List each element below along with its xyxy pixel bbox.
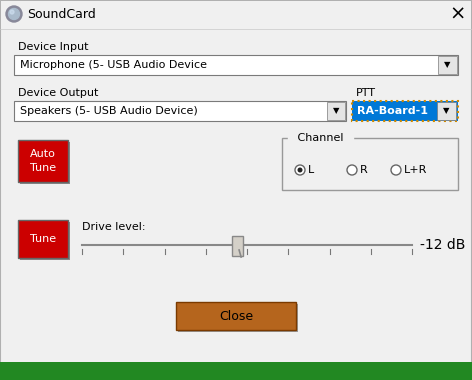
Text: R: R: [360, 165, 368, 175]
Bar: [20, 222, 70, 260]
Circle shape: [10, 10, 14, 14]
Bar: [178, 304, 298, 332]
Bar: [438, 56, 457, 74]
Text: Microphone (5- USB Audio Device: Microphone (5- USB Audio Device: [20, 60, 207, 70]
Text: ▼: ▼: [443, 106, 450, 116]
Text: SoundCard: SoundCard: [27, 8, 96, 21]
Circle shape: [347, 165, 357, 175]
Bar: [292, 137, 350, 147]
Text: L: L: [308, 165, 314, 175]
Circle shape: [295, 165, 305, 175]
Text: Close: Close: [219, 309, 253, 323]
Bar: [282, 138, 458, 190]
Text: ▼: ▼: [333, 106, 339, 116]
Text: ×: ×: [450, 5, 466, 24]
Text: -12 dB: -12 dB: [420, 238, 465, 252]
Circle shape: [297, 168, 303, 173]
Text: RA-Board-1: RA-Board-1: [357, 106, 428, 116]
Text: Auto
Tune: Auto Tune: [30, 149, 56, 173]
Bar: [352, 101, 458, 121]
Circle shape: [8, 8, 19, 19]
Text: Speakers (5- USB Audio Device): Speakers (5- USB Audio Device): [20, 106, 198, 116]
Bar: [1, 1, 471, 29]
Bar: [20, 142, 70, 184]
Bar: [437, 102, 456, 120]
Bar: [18, 220, 68, 258]
Bar: [176, 302, 296, 330]
Text: PTT: PTT: [356, 88, 376, 98]
Bar: [18, 140, 68, 182]
Text: Device Output: Device Output: [18, 88, 98, 98]
Bar: [232, 236, 243, 256]
Text: L+R: L+R: [404, 165, 427, 175]
Bar: [0, 362, 472, 380]
Text: Channel: Channel: [294, 133, 347, 143]
Bar: [14, 55, 458, 75]
Circle shape: [391, 165, 401, 175]
Bar: [14, 101, 346, 121]
Text: ▼: ▼: [444, 60, 451, 70]
Text: Device Input: Device Input: [18, 42, 89, 52]
Text: Tune: Tune: [30, 234, 56, 244]
Bar: [327, 102, 345, 120]
Circle shape: [6, 6, 22, 22]
Text: Drive level:: Drive level:: [82, 222, 145, 232]
